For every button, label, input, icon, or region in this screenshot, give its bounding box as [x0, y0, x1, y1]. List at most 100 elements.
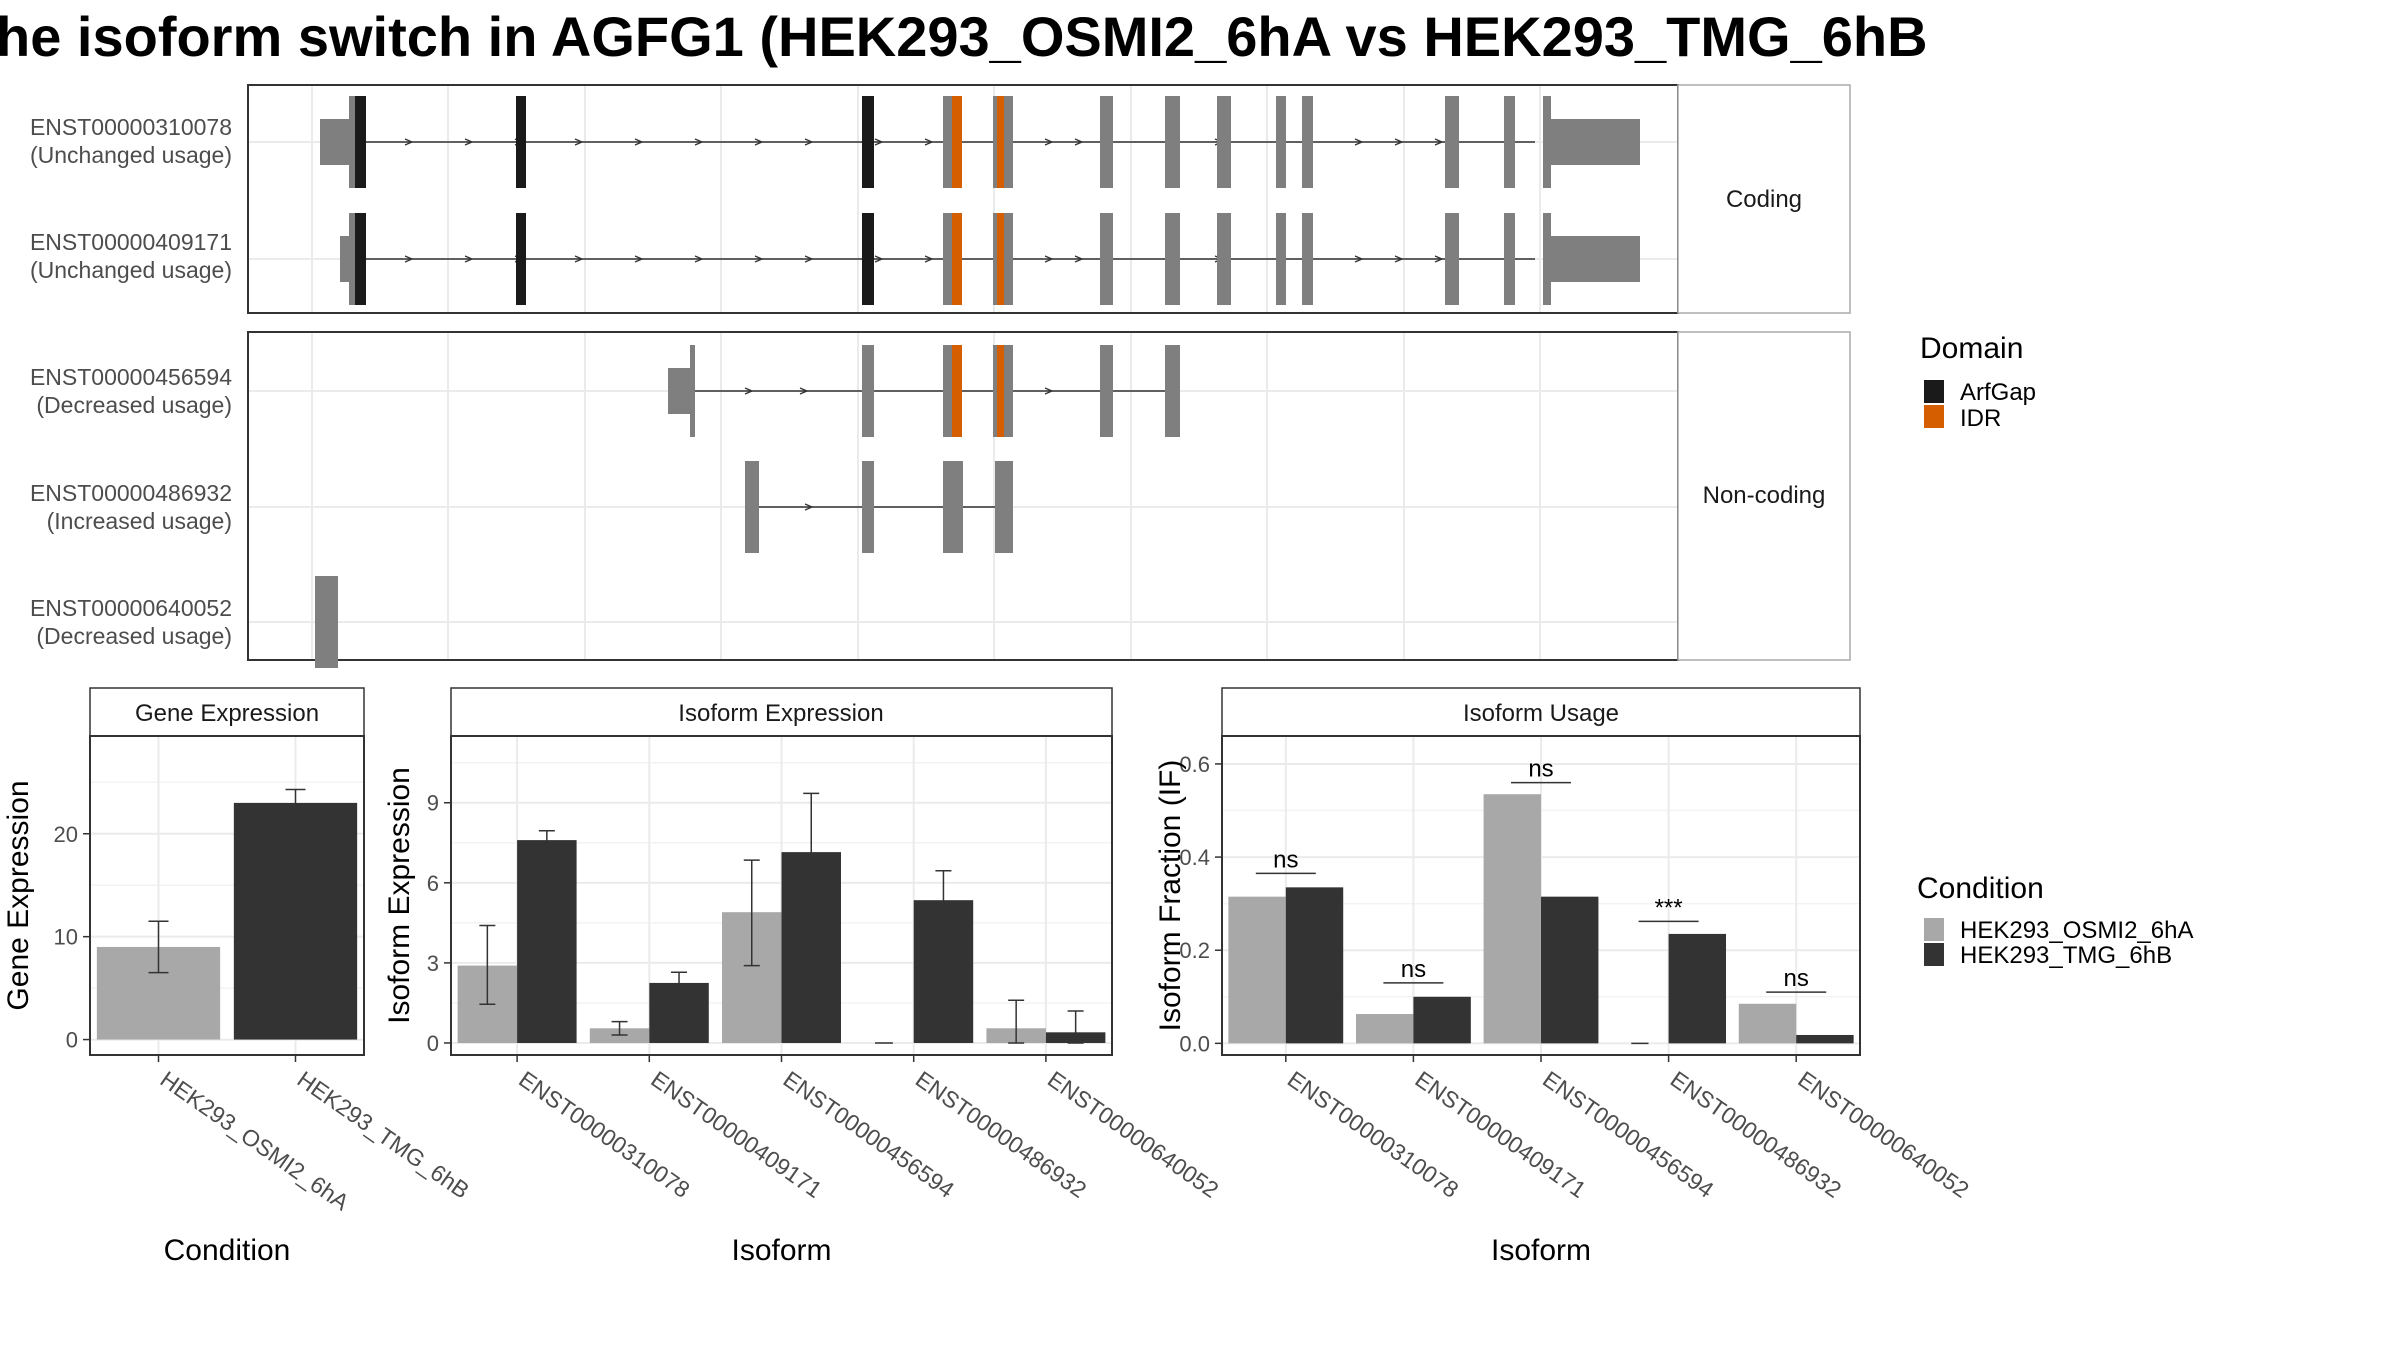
strand-arrow — [574, 255, 584, 263]
exon-block — [1100, 213, 1113, 305]
strand-arrow — [754, 138, 764, 146]
exon-block — [1165, 345, 1180, 437]
noncoding-strip — [1677, 331, 1851, 661]
idr-domain-block — [952, 213, 962, 305]
legend-label-cond-a: HEK293_OSMI2_6hA — [1960, 917, 2193, 944]
legend-label-cond-b: HEK293_TMG_6hB — [1960, 942, 2172, 969]
isoform-expression-chart: Isoform Expression0369ENST00000310078ENS… — [383, 687, 1223, 1267]
exon-block — [1445, 96, 1459, 188]
exon-block — [1445, 213, 1459, 305]
strand-arrow — [1044, 387, 1054, 395]
strand-arrow — [694, 138, 704, 146]
exon-block — [320, 119, 350, 165]
exon-block — [1276, 213, 1286, 305]
bar — [233, 802, 358, 1040]
row-label-id: ENST00000456594 — [30, 364, 232, 390]
bar — [1228, 896, 1286, 1044]
exon-block — [1217, 213, 1231, 305]
significance-label: ns — [1784, 965, 1809, 992]
strand-arrow — [804, 503, 814, 511]
strand-arrow — [924, 138, 934, 146]
y-axis-title: Isoform Expression — [383, 767, 416, 1024]
y-tick-label: 0.0 — [1179, 1031, 1210, 1056]
exon-block — [690, 345, 695, 437]
condition-legend-title: Condition — [1917, 872, 2044, 905]
row-label-usage: (Unchanged usage) — [30, 142, 232, 168]
strand-arrow — [1354, 255, 1364, 263]
bar — [1796, 1034, 1854, 1044]
exon-block — [1504, 213, 1515, 305]
bar — [1541, 896, 1599, 1044]
significance-label: *** — [1655, 894, 1683, 921]
bar — [517, 840, 577, 1043]
row-label-usage: (Increased usage) — [47, 508, 232, 534]
exon-block — [1543, 96, 1551, 188]
exon-block — [1550, 236, 1640, 282]
exon-block — [1276, 96, 1286, 188]
bar — [1285, 887, 1344, 1044]
arfgap-domain-block — [862, 213, 874, 305]
exon-block — [315, 576, 338, 668]
arfgap-domain-block — [355, 96, 366, 188]
strand-arrow — [874, 255, 884, 263]
exon-block — [993, 96, 998, 188]
row-label-id: ENST00000409171 — [30, 229, 232, 255]
bar — [1738, 1003, 1797, 1044]
y-tick-label: 6 — [427, 871, 439, 896]
idr-domain-block — [997, 96, 1004, 188]
significance-label: ns — [1528, 756, 1553, 783]
exon-block — [943, 461, 963, 553]
strand-arrow — [1434, 138, 1444, 146]
figure-title: he isoform switch in AGFG1 (HEK293_OSMI2… — [0, 5, 1928, 68]
bar — [1483, 794, 1541, 1044]
legend-key-idr — [1924, 405, 1944, 428]
panel-title: Isoform Expression — [678, 700, 883, 727]
exon-block — [862, 345, 874, 437]
strand-arrow — [924, 255, 934, 263]
strand-arrow — [1074, 138, 1084, 146]
transcript-track — [668, 345, 1180, 437]
bar — [1355, 1014, 1414, 1044]
noncoding-strip-label: Non-coding — [1703, 482, 1826, 509]
exon-block — [349, 213, 357, 305]
noncoding-panel: Non-coding — [247, 331, 1851, 661]
strand-arrow — [1044, 138, 1054, 146]
exon-block — [1217, 96, 1231, 188]
exon-block — [349, 96, 357, 188]
significance-label: ns — [1273, 846, 1298, 873]
row-label-usage: (Unchanged usage) — [30, 257, 232, 283]
strand-arrow — [464, 138, 474, 146]
transcript-track — [320, 96, 1640, 188]
exon-block — [1004, 213, 1013, 305]
exon-block — [668, 368, 692, 414]
y-axis-title: Isoform Fraction (IF) — [1154, 760, 1187, 1032]
arfgap-domain-block — [516, 213, 526, 305]
legend-key-arfgap — [1924, 380, 1944, 403]
idr-domain-block — [952, 345, 962, 437]
panel-title: Isoform Usage — [1463, 700, 1619, 727]
exon-block — [995, 461, 1013, 553]
strand-arrow — [1394, 255, 1404, 263]
exon-block — [1100, 96, 1113, 188]
y-tick-label: 20 — [54, 822, 78, 847]
strand-arrow — [1434, 255, 1444, 263]
x-axis-title: Isoform — [731, 1234, 831, 1267]
condition-legend: Condition HEK293_OSMI2_6hA HEK293_TMG_6h… — [1917, 872, 2193, 969]
strand-arrow — [1044, 255, 1054, 263]
arfgap-domain-block — [355, 213, 366, 305]
y-axis-title: Gene Expression — [2, 780, 35, 1010]
exon-block — [1504, 96, 1515, 188]
strand-arrow — [694, 255, 704, 263]
exon-block — [1302, 96, 1313, 188]
strand-arrow — [874, 138, 884, 146]
exon-block — [1004, 345, 1013, 437]
y-tick-label: 10 — [54, 925, 78, 950]
strand-arrow — [404, 255, 414, 263]
x-axis-title: Isoform — [1491, 1234, 1591, 1267]
y-tick-label: 0 — [427, 1031, 439, 1056]
strand-arrow — [744, 387, 754, 395]
arfgap-domain-block — [516, 96, 526, 188]
strand-arrow — [574, 138, 584, 146]
exon-block — [1543, 213, 1551, 305]
